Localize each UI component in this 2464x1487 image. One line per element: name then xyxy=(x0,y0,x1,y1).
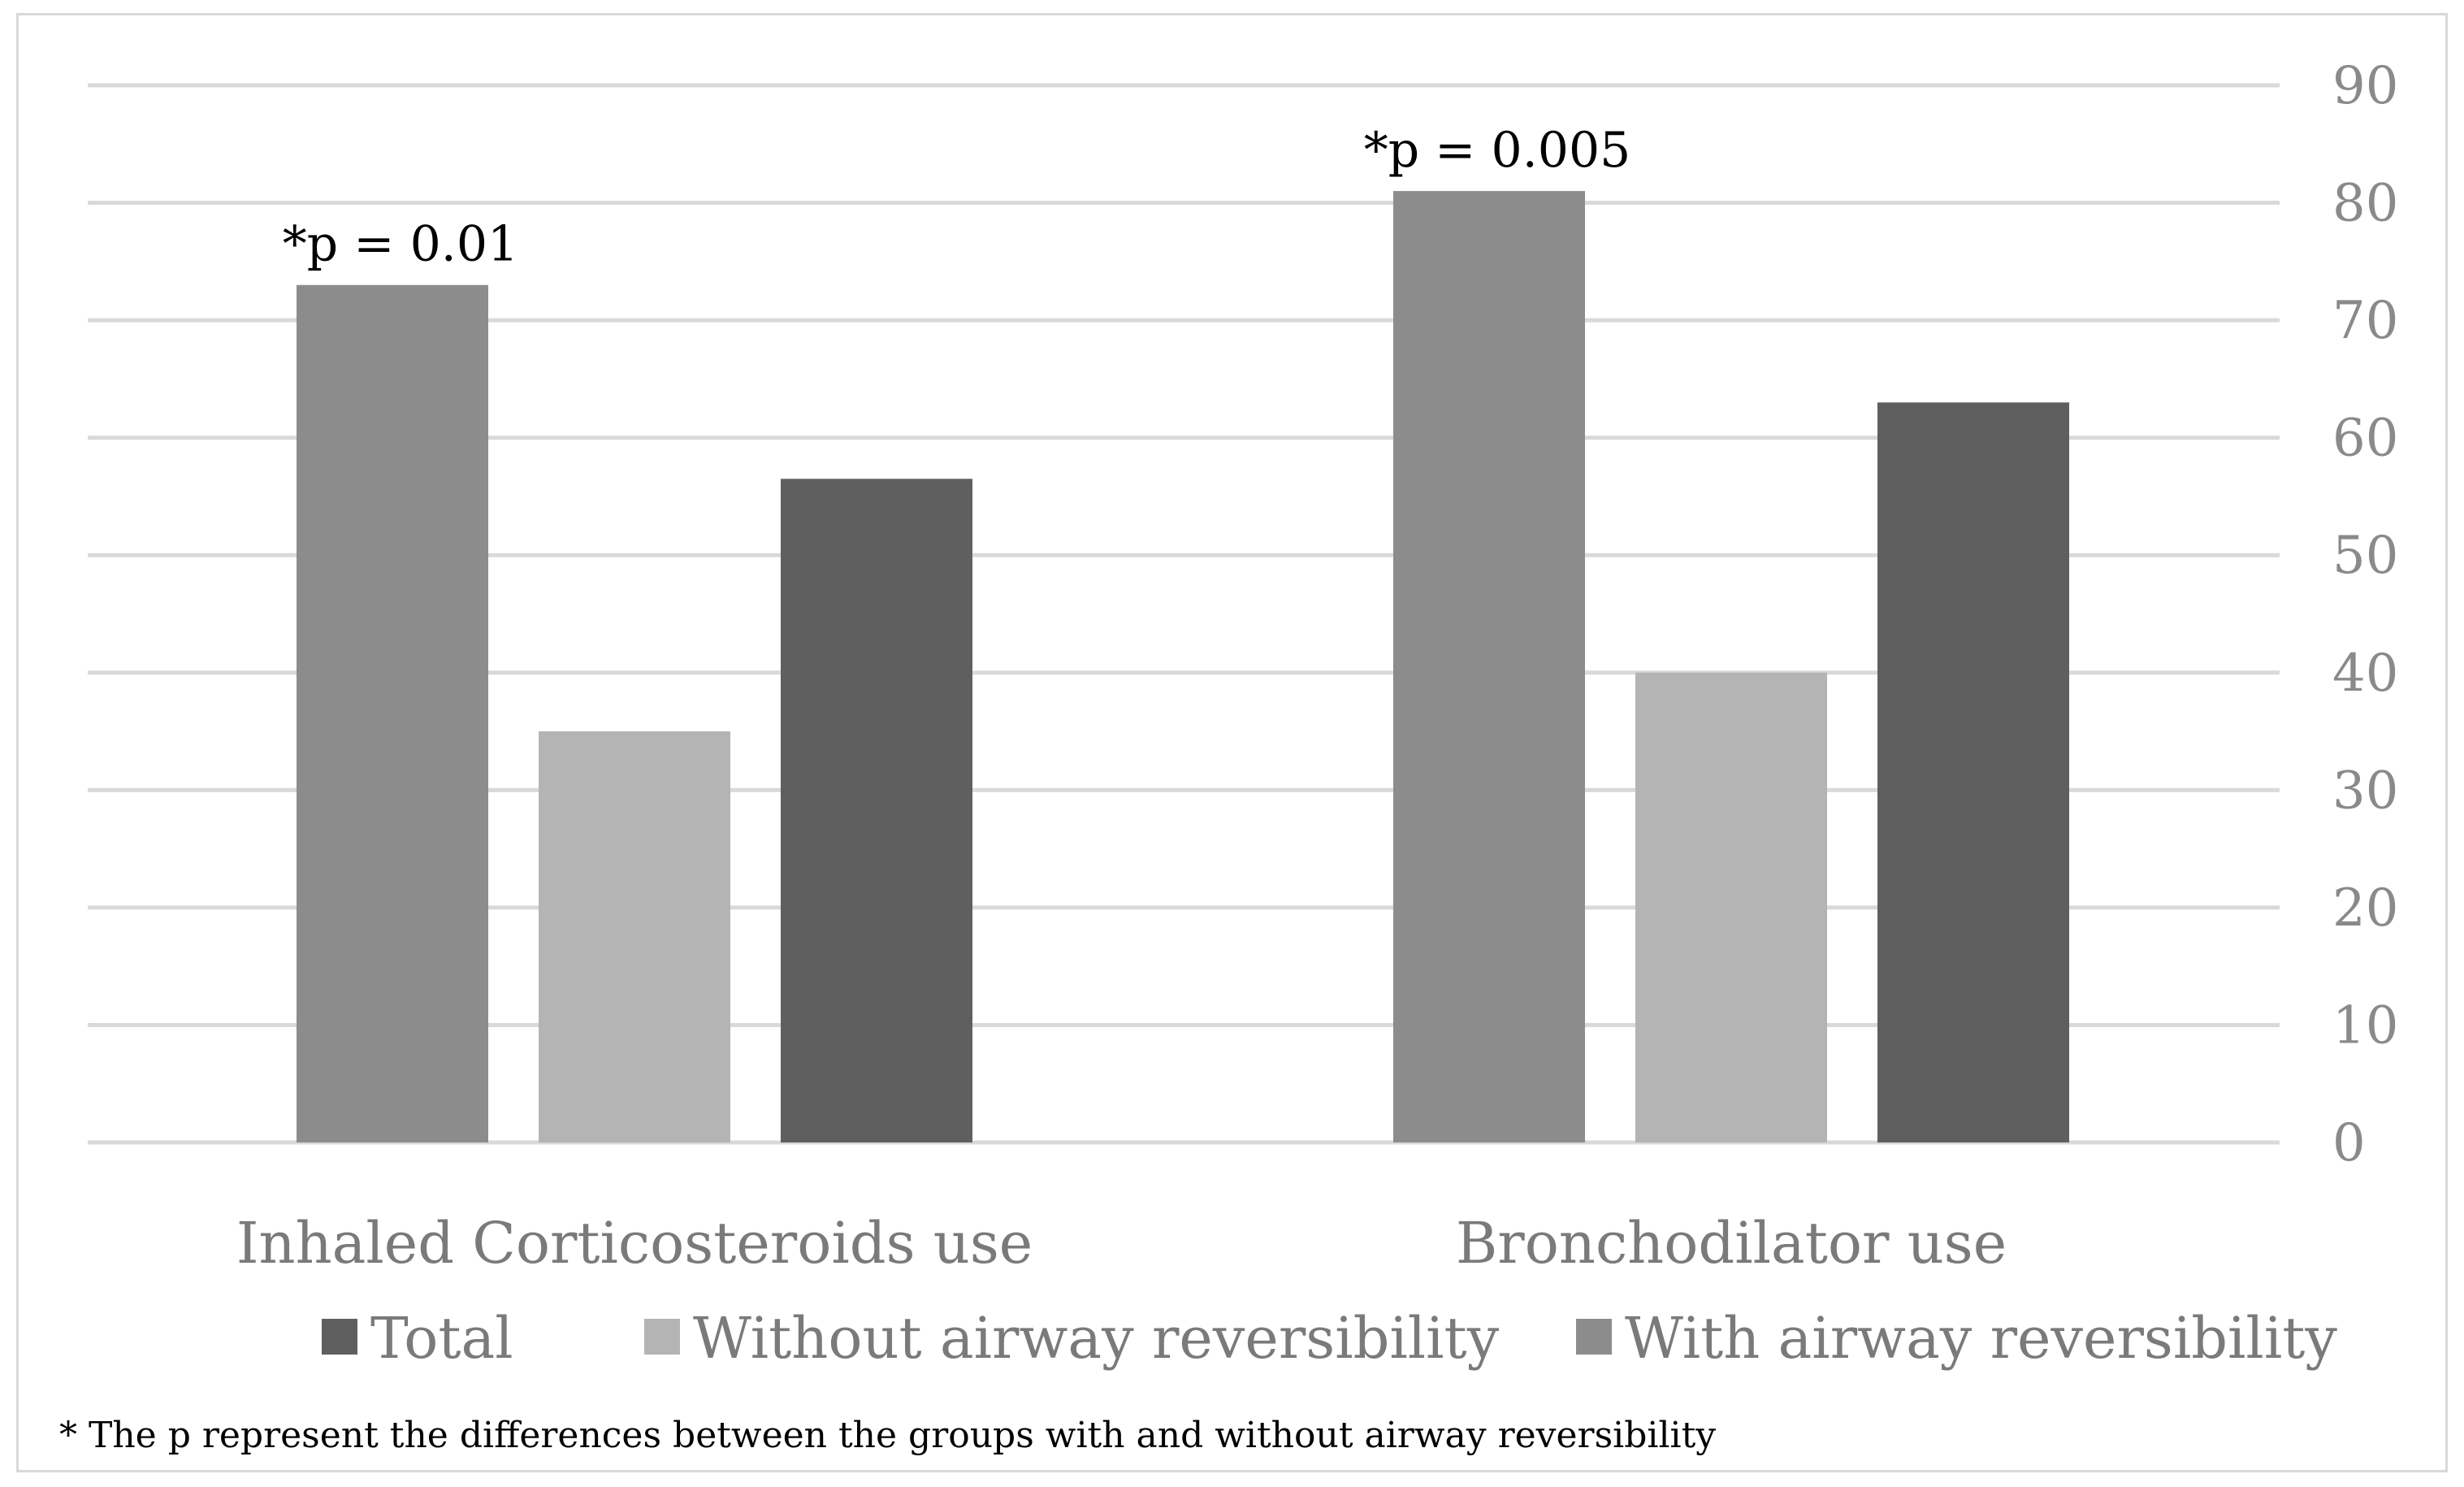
legend-swatch-total xyxy=(322,1319,357,1355)
bar-inhaled-corticosteroids-use-without-airway-reversibility xyxy=(539,731,730,1142)
x-category-label-bronchodilator-use: Bronchodilator use xyxy=(1456,1210,2007,1277)
x-axis: Inhaled Corticosteroids use Bronchodilato… xyxy=(236,1210,2007,1277)
chart-frame: 0 10 20 30 40 50 60 70 80 90 Inhaled Corticostero… xyxy=(16,13,2448,1472)
y-tick-label-0: 0 xyxy=(2332,1113,2366,1173)
legend-label-without-airway-reversibility: Without airway reversibility xyxy=(693,1305,1500,1372)
y-tick-label-70: 70 xyxy=(2332,291,2398,351)
y-tick-label-60: 60 xyxy=(2332,409,2398,469)
legend-swatch-without-airway-reversibility xyxy=(644,1319,680,1355)
bar-inhaled-corticosteroids-use-total xyxy=(781,479,972,1142)
bar-bronchodilator-use-total xyxy=(1877,402,2069,1142)
bar-inhaled-corticosteroids-use-with-airway-reversibility xyxy=(297,284,488,1143)
p-value-annotation-bronchodilator-use: *p = 0.005 xyxy=(1364,122,1631,179)
bar-chart: 0 10 20 30 40 50 60 70 80 90 Inhaled Corticostero… xyxy=(59,56,2398,1456)
bars xyxy=(297,191,2069,1143)
y-tick-label-10: 10 xyxy=(2332,995,2398,1056)
y-tick-label-50: 50 xyxy=(2332,526,2398,586)
annotations: *p = 0.01 *p = 0.005 xyxy=(283,122,1631,273)
legend-label-total: Total xyxy=(370,1305,513,1372)
p-value-annotation-inhaled-corticosteroids-use: *p = 0.01 xyxy=(283,216,518,273)
x-category-label-inhaled-corticosteroids-use: Inhaled Corticosteroids use xyxy=(236,1210,1033,1277)
bar-bronchodilator-use-without-airway-reversibility xyxy=(1635,672,1827,1142)
legend-label-with-airway-reversibility: With airway reversibility xyxy=(1625,1305,2337,1372)
y-axis: 0 10 20 30 40 50 60 70 80 90 xyxy=(2332,56,2398,1173)
y-tick-label-20: 20 xyxy=(2332,878,2398,939)
y-tick-label-80: 80 xyxy=(2332,174,2398,234)
y-tick-label-30: 30 xyxy=(2332,761,2398,821)
legend-swatch-with-airway-reversibility xyxy=(1576,1319,1612,1355)
bar-bronchodilator-use-with-airway-reversibility xyxy=(1393,191,1585,1143)
footnote: * The p represent the differences betwee… xyxy=(59,1415,1716,1456)
y-tick-label-40: 40 xyxy=(2332,644,2398,704)
legend: Total Without airway reversibility With ai… xyxy=(322,1305,2337,1372)
y-tick-label-90: 90 xyxy=(2332,56,2398,116)
